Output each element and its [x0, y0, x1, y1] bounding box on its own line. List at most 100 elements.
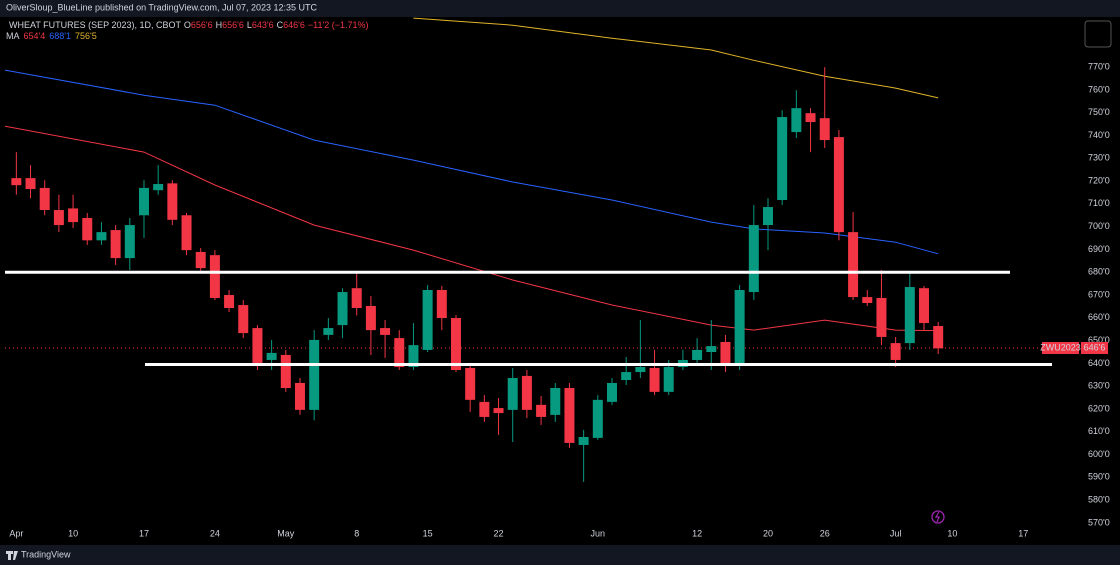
x-tick-label: 12: [692, 528, 702, 538]
y-tick-label: 580'0: [1088, 494, 1110, 504]
x-tick-label: 17: [1018, 528, 1028, 538]
logo: [6, 551, 18, 560]
moving-average: [4, 125, 939, 332]
price-tag: [1081, 342, 1108, 355]
candle-body: [578, 436, 589, 445]
candle-body: [153, 184, 164, 191]
candle-body: [862, 297, 873, 303]
x-tick-label: 20: [763, 528, 773, 538]
ma-label: MA: [6, 31, 20, 41]
candle-body: [777, 117, 788, 200]
candle-body: [11, 178, 22, 186]
y-tick-label: 730'0: [1088, 153, 1110, 163]
y-tick-label: 760'0: [1088, 84, 1110, 94]
x-tick-label: Apr: [9, 528, 23, 538]
symbol-tag: [1042, 342, 1079, 355]
candle-body: [53, 210, 64, 226]
settings-button[interactable]: [1084, 20, 1112, 48]
candle-body: [422, 290, 433, 350]
candle-body: [663, 367, 674, 392]
candle-body: [436, 290, 447, 319]
candle-body: [805, 113, 816, 123]
candle-body: [791, 108, 802, 133]
top-bar: [0, 0, 1120, 17]
candle-body: [294, 382, 305, 410]
candle-body: [692, 349, 703, 360]
x-tick-label: 22: [494, 528, 504, 538]
symbol: WHEAT FUTURES (SEP 2023), 1D, CBOT: [9, 20, 182, 30]
candle-body: [748, 225, 759, 293]
candle-body: [521, 375, 532, 410]
candle-body: [82, 217, 93, 241]
y-tick-label: 590'0: [1088, 472, 1110, 482]
candle-body: [564, 387, 575, 443]
ma-value: 654'4: [24, 31, 46, 41]
candle-body: [167, 183, 178, 220]
candle-body: [493, 408, 504, 414]
moving-average: [4, 69, 939, 255]
y-tick-label: 710'0: [1088, 198, 1110, 208]
candle-body: [635, 367, 646, 373]
footer-brand: TradingView: [21, 549, 71, 559]
candle-body: [68, 208, 79, 223]
candle-body: [550, 387, 561, 415]
symbol-tag-text: ZWU2023: [1040, 342, 1081, 352]
candle-body: [762, 207, 773, 226]
y-tick-label: 640'0: [1088, 358, 1110, 368]
candle-body: [507, 377, 518, 410]
candle-body: [138, 187, 149, 216]
price-tag-text: 646'6: [1084, 342, 1106, 352]
x-tick-label: 26: [820, 528, 830, 538]
y-tick-label: 680'0: [1088, 267, 1110, 277]
y-tick-label: 670'0: [1088, 289, 1110, 299]
candle-body: [876, 297, 887, 337]
candle-body: [309, 339, 320, 410]
y-tick-label: 770'0: [1088, 62, 1110, 72]
y-tick-label: 690'0: [1088, 244, 1110, 254]
y-tick-label: 650'0: [1088, 335, 1110, 345]
candle-body: [394, 338, 405, 368]
y-tick-label: 720'0: [1088, 175, 1110, 185]
ohlc-key: O: [184, 20, 191, 30]
y-tick-label: 740'0: [1088, 130, 1110, 140]
candle-body: [110, 230, 121, 259]
y-tick-label: 750'0: [1088, 107, 1110, 117]
candle-body: [848, 232, 859, 298]
candle-body: [337, 292, 348, 326]
ma-value: 688'1: [49, 31, 71, 41]
candle-body: [606, 382, 617, 402]
candle-body: [819, 118, 830, 141]
ohlc-key: H: [216, 20, 223, 30]
candle-body: [734, 290, 745, 365]
ohlc-value: 656'6: [222, 20, 244, 30]
candle-body: [720, 341, 731, 365]
candle-body: [890, 343, 901, 360]
candle-body: [96, 232, 107, 241]
event-icon-bolt: [934, 511, 940, 523]
x-tick-label: Jul: [890, 528, 902, 538]
candle-body: [465, 367, 476, 400]
candle-body: [224, 295, 235, 309]
candle-body: [592, 399, 603, 438]
candle-body: [536, 404, 547, 417]
candle-body: [181, 215, 192, 251]
candle-body: [450, 318, 461, 370]
publisher: OliverSloup_BlueLine published on Tradin…: [6, 2, 318, 12]
ohlc-key: L: [247, 20, 252, 30]
event-icon[interactable]: [931, 510, 945, 524]
candle-body: [195, 251, 206, 269]
candle-body: [252, 328, 263, 363]
candle-body: [209, 255, 220, 298]
candle-body: [351, 288, 362, 309]
candle-body: [833, 137, 844, 233]
price-axis: [1080, 17, 1120, 545]
ohlc-value: 646'6: [283, 20, 305, 30]
candle-body: [933, 326, 944, 349]
candle-body: [649, 367, 660, 392]
ma-value: 756'5: [75, 31, 97, 41]
change: −11'2 (−1.71%): [308, 20, 369, 30]
ohlc-value: 656'6: [191, 20, 213, 30]
candle-body: [918, 288, 929, 324]
ohlc-value: 643'6: [252, 20, 274, 30]
